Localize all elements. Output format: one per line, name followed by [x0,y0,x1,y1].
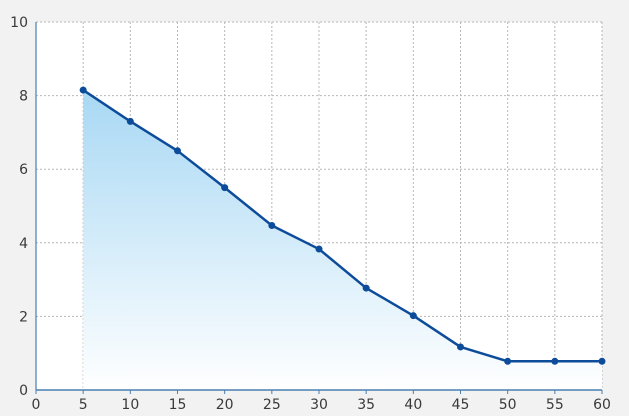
x-tick-label: 0 [32,397,41,413]
data-point [268,222,276,230]
data-point [598,357,606,365]
area-layer [81,88,604,390]
series-line [81,88,604,363]
data-point [457,343,464,351]
data-point [409,312,417,320]
y-tick-label: 2 [19,309,28,325]
tick-labels: 0 5 10 15 20 25 30 35 40 45 50 55 60 0 2 4 6 8 10 [10,15,611,413]
data-point [79,86,87,94]
x-tick-label: 35 [357,397,375,413]
x-tick-label: 50 [499,397,517,413]
area-fill [83,90,603,390]
data-point [221,184,229,192]
y-tick-label: 6 [19,162,28,178]
x-tick-label: 30 [310,397,328,413]
y-tick-label: 10 [10,15,28,31]
y-tick-label: 8 [19,89,28,105]
x-tick-label: 20 [216,397,234,413]
x-tick-label: 40 [404,397,422,413]
data-point [126,117,134,125]
x-tick-label: 25 [263,397,281,413]
data-point [315,245,323,253]
data-point [551,357,559,365]
x-tick-label: 5 [79,397,88,413]
x-tick-label: 10 [121,397,139,413]
axes [35,22,603,394]
data-markers [79,86,606,365]
x-tick-label: 60 [593,397,611,413]
data-point [362,284,370,292]
y-tick-label: 0 [19,383,28,399]
y-tick-label: 4 [19,236,28,252]
x-tick-label: 55 [546,397,564,413]
data-point [504,357,512,365]
x-tick-label: 15 [169,397,187,413]
x-tick-label: 45 [452,397,470,413]
data-point [174,147,181,155]
